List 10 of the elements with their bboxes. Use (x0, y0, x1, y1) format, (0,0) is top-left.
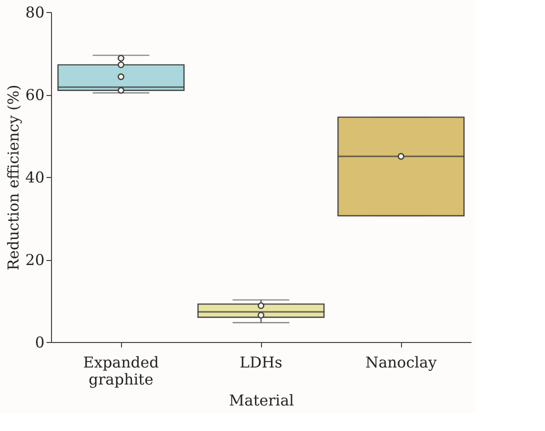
x-tick-label: Nanoclay (365, 354, 438, 372)
y-tick-label: 20 (25, 251, 44, 269)
y-tick-label: 0 (34, 334, 44, 352)
y-tick-label: 40 (25, 168, 44, 186)
x-axis-title: Material (229, 392, 294, 410)
x-tick-label: Expanded graphite (83, 354, 160, 388)
x-tick-label: LDHs (240, 354, 282, 372)
y-axis-title: Reduction efficiency (%) (4, 84, 22, 270)
y-tick-label: 80 (25, 4, 44, 22)
y-tick-label: 60 (25, 86, 44, 104)
